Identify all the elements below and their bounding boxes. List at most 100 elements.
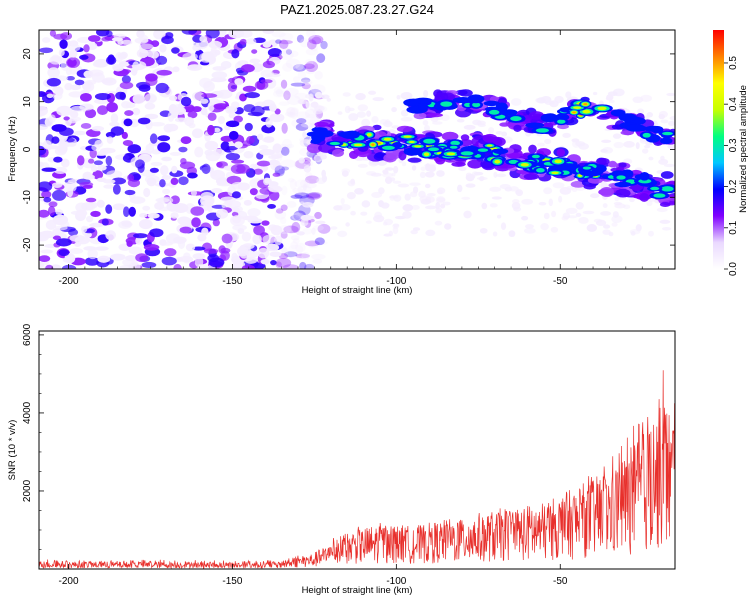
noise-speckle: [205, 30, 220, 39]
noise-speckle: [273, 86, 285, 95]
faint-speckle: [346, 192, 356, 200]
noise-speckle: [262, 30, 275, 34]
signal-track-core: [353, 143, 363, 147]
signal-track-halo: [659, 202, 671, 208]
noise-speckle: [106, 170, 123, 178]
faint-speckle: [524, 224, 534, 229]
noise-speckle: [183, 252, 191, 262]
noise-speckle: [232, 224, 247, 231]
noise-speckle: [265, 73, 281, 78]
noise-speckle: [244, 122, 253, 132]
noise-speckle: [280, 231, 288, 239]
faint-speckle: [561, 215, 569, 221]
noise-speckle: [41, 167, 57, 172]
faint-speckle: [412, 227, 421, 231]
upper-branch-halo: [528, 111, 545, 120]
noise-speckle: [91, 202, 98, 209]
noise-speckle: [285, 49, 292, 55]
noise-speckle: [161, 156, 172, 162]
noise-speckle: [310, 44, 319, 52]
noise-speckle: [307, 193, 321, 200]
faint-speckle: [314, 105, 325, 112]
noise-speckle: [171, 47, 180, 54]
upper-branch-halo: [489, 96, 500, 103]
colorbar-tick-label: 0.2: [728, 179, 739, 193]
snr-x-axis-label: Height of straight line (km): [302, 585, 413, 596]
signal-track-core: [446, 152, 456, 156]
signal-track-core: [366, 132, 372, 137]
noise-speckle: [84, 231, 92, 238]
noise-speckle: [126, 240, 133, 247]
faint-speckle: [575, 202, 584, 210]
faint-speckle: [316, 177, 326, 185]
snr-y-axis-label: SNR (10 * v/v): [7, 420, 18, 481]
faint-speckle: [300, 218, 309, 227]
noise-speckle: [180, 96, 192, 107]
noise-speckle: [263, 136, 275, 143]
signal-track-core: [634, 174, 649, 180]
noise-speckle: [174, 117, 188, 123]
noise-speckle: [48, 114, 56, 123]
faint-speckle: [354, 187, 364, 195]
noise-speckle: [211, 188, 223, 194]
noise-speckle: [260, 258, 270, 265]
noise-speckle: [269, 113, 285, 123]
faint-speckle: [500, 222, 507, 230]
faint-speckle: [436, 197, 446, 203]
signal-track-core: [371, 143, 375, 146]
noise-speckle: [246, 249, 259, 258]
noise-speckle: [153, 30, 166, 40]
faint-speckle: [410, 229, 418, 235]
noise-speckle: [203, 81, 215, 92]
noise-speckle: [280, 79, 288, 89]
noise-speckle: [296, 34, 305, 43]
noise-speckle: [294, 92, 308, 100]
noise-speckle: [161, 35, 174, 45]
signal-track-halo: [607, 161, 618, 168]
faint-speckle: [667, 143, 675, 150]
noise-speckle: [282, 62, 293, 72]
noise-speckle: [272, 172, 281, 177]
faint-speckle: [391, 106, 397, 113]
faint-speckle: [378, 200, 384, 208]
faint-speckle: [342, 92, 351, 97]
noise-speckle: [190, 206, 205, 216]
noise-speckle: [304, 113, 320, 125]
faint-speckle: [538, 201, 547, 206]
noise-speckle: [280, 247, 288, 254]
noise-speckle: [159, 179, 166, 188]
noise-speckle: [286, 107, 296, 118]
faint-speckle: [465, 183, 476, 188]
faint-speckle: [393, 165, 399, 174]
noise-speckle: [82, 174, 95, 180]
signal-track-core: [477, 148, 489, 152]
faint-speckle: [658, 158, 669, 165]
noise-speckle: [173, 106, 187, 115]
noise-speckle: [79, 54, 89, 60]
faint-speckle: [562, 132, 571, 138]
faint-speckle: [392, 180, 402, 184]
noise-speckle: [237, 246, 249, 257]
faint-speckle: [383, 218, 394, 226]
noise-speckle: [112, 203, 126, 211]
faint-speckle: [641, 148, 649, 154]
noise-speckle: [279, 50, 294, 61]
colorbar-tick-label: 0.5: [728, 56, 739, 70]
upper-branch-core: [483, 100, 500, 107]
noise-speckle: [260, 79, 273, 84]
noise-speckle: [241, 231, 252, 242]
noise-speckle: [164, 248, 177, 257]
noise-speckle: [239, 38, 247, 45]
noise-speckle: [94, 98, 110, 105]
noise-speckle: [69, 247, 84, 254]
faint-speckle: [424, 183, 431, 189]
noise-speckle: [287, 111, 297, 118]
faint-speckle: [656, 207, 668, 213]
colorbar-tick-label: 0.1: [728, 220, 739, 234]
noise-speckle: [314, 211, 322, 220]
faint-speckle: [644, 115, 650, 120]
noise-speckle: [258, 144, 269, 150]
faint-speckle: [479, 227, 488, 234]
noise-speckle: [84, 80, 97, 85]
noise-speckle: [74, 79, 85, 86]
